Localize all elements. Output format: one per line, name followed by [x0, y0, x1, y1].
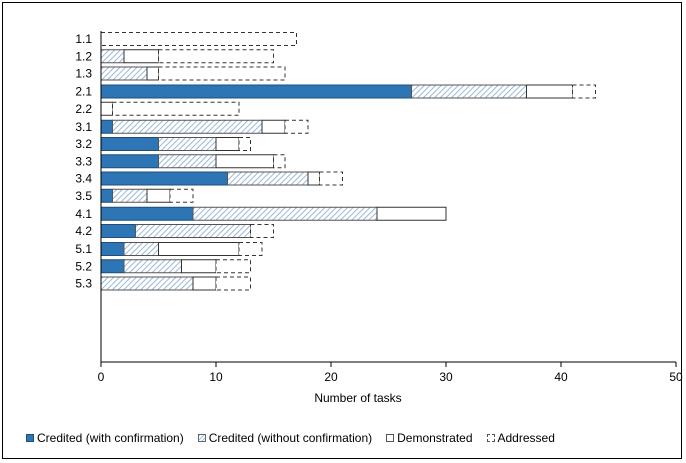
- y-tick-label: 3.3: [75, 154, 92, 168]
- bar-4-2-credited-with-confirmation: [100, 224, 136, 238]
- legend-swatch-hatched: [197, 434, 206, 442]
- bar-5-2-addressed: [215, 259, 251, 274]
- x-tick-labels: 0 10 20 30 40 50: [98, 362, 683, 384]
- bar-4-2-credited-without-confirmation: [135, 224, 251, 238]
- bar-2-2-demonstrated: [100, 101, 113, 116]
- bar-3-5-credited-with-confirmation: [100, 188, 113, 203]
- bar-5-2-credited-without-confirmation: [123, 259, 182, 274]
- bar-1-3-addressed: [158, 66, 286, 81]
- bar-5-2-credited-with-confirmation: [100, 259, 125, 274]
- x-tick-label: 40: [554, 370, 568, 384]
- bar-4-1-credited-with-confirmation: [100, 206, 194, 221]
- bar-2-2-addressed: [112, 101, 240, 116]
- y-tick-label: 3.5: [75, 189, 92, 203]
- bar-1-2-credited-without-confirmation: [100, 49, 125, 64]
- x-axis-title: Number of tasks: [314, 391, 401, 405]
- bar-3-2-demonstrated: [215, 137, 240, 151]
- bar-3-1-credited-with-confirmation: [100, 119, 113, 134]
- bar-4-1-credited-without-confirmation: [192, 206, 378, 221]
- y-tick-label: 3.4: [75, 172, 92, 186]
- y-tick-label: 4.2: [75, 224, 92, 238]
- y-tick-label: 1.3: [75, 67, 92, 81]
- bar-3-4-credited-without-confirmation: [227, 171, 309, 186]
- x-tick-label: 30: [439, 370, 453, 384]
- legend-label: Addressed: [497, 431, 555, 445]
- y-tick-label: 1.2: [75, 49, 92, 63]
- bar-5-3-addressed: [215, 276, 251, 291]
- bar-2-1-addressed: [572, 84, 596, 99]
- bar-3-3-credited-without-confirmation: [158, 154, 217, 169]
- bar-4-1-demonstrated: [376, 206, 447, 221]
- bar-5-1-credited-without-confirmation: [123, 242, 159, 256]
- legend-label: Credited (with confirmation): [37, 431, 184, 445]
- y-tick-label: 5.3: [75, 277, 92, 291]
- y-tick-label: 2.1: [75, 85, 92, 99]
- legend-swatch-solid: [26, 434, 34, 442]
- bar-3-1-demonstrated: [261, 119, 286, 134]
- bar-3-5-credited-without-confirmation: [112, 188, 148, 203]
- bar-3-2-credited-without-confirmation: [158, 137, 217, 151]
- y-tick-label: 5.2: [75, 259, 92, 273]
- bar-3-1-addressed: [284, 119, 309, 134]
- y-tick-label: 2.2: [75, 102, 92, 116]
- legend-swatch-dashed: [486, 434, 495, 442]
- legend-item-credited-with-confirmation: Credited (with confirmation): [26, 431, 184, 445]
- bar-3-5-addressed: [169, 188, 194, 203]
- legend-label: Credited (without confirmation): [208, 431, 373, 445]
- x-tick-label: 50: [669, 370, 683, 384]
- bar-3-5-demonstrated: [146, 188, 171, 203]
- bar-5-1-credited-with-confirmation: [100, 242, 125, 256]
- bar-3-3-addressed: [273, 154, 286, 169]
- bar-5-3-credited-without-confirmation: [100, 276, 194, 291]
- bars-layer: [100, 32, 596, 291]
- y-tick-label: 1.1: [75, 32, 92, 46]
- bar-5-1-demonstrated: [158, 242, 240, 256]
- bar-4-2-addressed: [250, 224, 274, 238]
- legend: Credited (with confirmation) Credited (w…: [26, 430, 555, 446]
- y-tick-label: 4.1: [75, 207, 92, 221]
- y-tick-label: 3.2: [75, 137, 92, 151]
- y-tick-labels: 1.1 1.2 1.3 2.1 2.2 3.1 3.2 3.3 3.4 3.5 4.1 4.2 5.1 5…: [75, 32, 92, 291]
- bar-1-2-addressed: [158, 49, 274, 64]
- bar-5-1-addressed: [238, 242, 263, 256]
- bar-5-3-demonstrated: [192, 276, 217, 291]
- bar-3-1-credited-without-confirmation: [112, 119, 263, 134]
- x-tick-label: 10: [209, 370, 223, 384]
- x-tick-label: 0: [98, 370, 105, 384]
- bar-3-4-addressed: [319, 171, 343, 186]
- bar-1-3-credited-without-confirmation: [100, 66, 148, 81]
- bar-1-1-addressed: [100, 32, 297, 46]
- y-tick-label: 3.1: [75, 120, 92, 134]
- legend-swatch-white: [386, 434, 395, 442]
- legend-item-demonstrated: Demonstrated: [386, 431, 473, 445]
- bar-1-2-demonstrated: [123, 49, 159, 64]
- bar-1-3-demonstrated: [146, 66, 159, 81]
- bar-2-1-demonstrated: [526, 84, 573, 99]
- bar-3-3-credited-with-confirmation: [100, 154, 159, 169]
- y-tick-label: 5.1: [75, 242, 92, 256]
- bar-3-4-demonstrated: [307, 171, 320, 186]
- bar-3-2-addressed: [238, 137, 251, 151]
- legend-item-addressed: Addressed: [486, 431, 555, 445]
- legend-label: Demonstrated: [397, 431, 473, 445]
- bar-5-2-demonstrated: [181, 259, 217, 274]
- bar-3-2-credited-with-confirmation: [100, 137, 159, 151]
- bar-2-1-credited-with-confirmation: [100, 84, 412, 99]
- x-tick-label: 20: [324, 370, 338, 384]
- bar-2-1-credited-without-confirmation: [411, 84, 527, 99]
- legend-item-credited-without-confirmation: Credited (without confirmation): [197, 431, 373, 445]
- bar-3-3-demonstrated: [215, 154, 274, 169]
- bar-3-4-credited-with-confirmation: [100, 171, 228, 186]
